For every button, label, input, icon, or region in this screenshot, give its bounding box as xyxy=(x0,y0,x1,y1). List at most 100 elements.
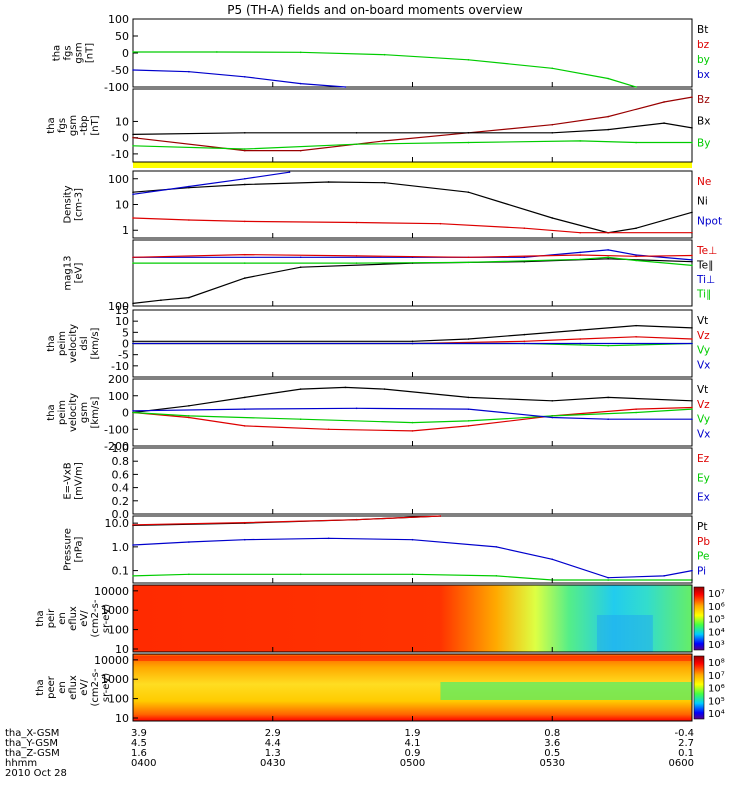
data-point xyxy=(607,576,609,579)
data-point xyxy=(635,227,637,230)
y-tick-label: 1.0 xyxy=(112,541,130,554)
data-point xyxy=(188,219,190,221)
data-point xyxy=(635,408,637,410)
panel-1: 100 50 0 -50 -100 tha fgs gsm [nT] Bt bz by bx xyxy=(52,13,710,94)
footer-cell: 2.7 xyxy=(678,738,694,749)
legend-label: Vz xyxy=(697,399,710,411)
series-line-Ti⊥ xyxy=(133,249,693,261)
footer-cell: 4.5 xyxy=(131,738,147,749)
data-point xyxy=(691,260,693,263)
data-point xyxy=(691,141,693,144)
data-point xyxy=(132,144,134,147)
footer-row-label: tha_X-GSM xyxy=(5,728,59,739)
panel-frame xyxy=(132,88,693,163)
y-axis-label: tha xyxy=(35,610,46,626)
y-axis-label: eV/ xyxy=(79,610,90,627)
footer-row-label: tha_Y-GSM xyxy=(5,738,58,749)
data-point xyxy=(188,405,190,407)
data-point xyxy=(635,411,637,414)
data-point xyxy=(411,430,414,432)
legend-label: Ey xyxy=(697,472,710,484)
data-point xyxy=(551,415,554,417)
footer-cell: 3.6 xyxy=(544,738,560,749)
y-axis-label: tha xyxy=(46,335,57,351)
data-point xyxy=(244,277,246,279)
legend-label: Vz xyxy=(697,330,710,342)
series-line-Vz xyxy=(133,336,693,345)
y-tick-label: 0.4 xyxy=(112,482,130,495)
data-point xyxy=(691,418,693,421)
data-point xyxy=(383,181,386,184)
footer-cell: 0.1 xyxy=(678,748,694,759)
series-line-Ne xyxy=(132,217,692,234)
data-point xyxy=(467,408,470,410)
series-line-By xyxy=(132,140,692,150)
y-tick-label: -100 xyxy=(104,81,129,94)
data-point xyxy=(132,191,134,194)
legend-label: Bt xyxy=(697,24,708,36)
y-tick-label: 0.2 xyxy=(112,495,130,508)
y-axis-label: sr-eV) xyxy=(101,604,112,633)
data-point xyxy=(244,220,246,223)
legend-label: Pb xyxy=(697,536,710,548)
series-line-Ti∥ xyxy=(133,256,693,266)
series-line-Ni xyxy=(132,181,693,234)
data-point xyxy=(551,67,554,70)
data-point xyxy=(188,416,190,419)
data-point xyxy=(579,231,581,234)
y-axis-label: Pressure xyxy=(63,528,74,571)
panel-7: 1.00.80.60.40.20.0 E=-VxB [mV/m] Ez Ey Ex xyxy=(63,442,710,521)
data-point xyxy=(355,407,358,410)
legend-label: Vt xyxy=(697,315,708,327)
data-point xyxy=(344,86,347,88)
y-tick-label: 0 xyxy=(122,407,129,420)
legend-label: Vy xyxy=(697,414,710,426)
data-point xyxy=(691,327,693,329)
y-axis-label: tha xyxy=(46,117,57,133)
data-point xyxy=(299,256,302,259)
legend-label: Pe xyxy=(697,551,709,563)
data-point xyxy=(411,340,414,343)
legend-label: Bz xyxy=(697,94,710,106)
y-tick-label: 100 xyxy=(108,13,129,26)
data-point xyxy=(635,255,637,258)
y-axis-label: [km/s] xyxy=(90,396,101,428)
footer-cell: 1.6 xyxy=(131,748,147,759)
footer-row-label: tha_Z-GSM xyxy=(5,748,60,759)
legend-label: Ez xyxy=(697,453,710,465)
legend-label: Vt xyxy=(697,384,708,396)
y-axis-label: mag13 xyxy=(63,256,74,291)
y-tick-label: -10 xyxy=(111,360,129,373)
y-tick-label: 15 xyxy=(115,304,129,317)
data-point xyxy=(188,186,190,189)
y-axis-label: (cm2-s- xyxy=(90,668,101,706)
data-point xyxy=(467,141,470,144)
colorbar-tick-label: 10⁷ xyxy=(708,671,725,682)
data-point xyxy=(244,425,246,427)
footer-cell: 2.9 xyxy=(265,728,281,739)
y-tick-label: 100 xyxy=(108,300,129,313)
data-point xyxy=(383,388,386,390)
legend-label: by xyxy=(697,54,710,66)
data-point xyxy=(635,336,637,338)
footer-cell: 0.5 xyxy=(544,748,560,759)
y-tick-label: 10000 xyxy=(94,654,129,667)
y-tick-label: 10000 xyxy=(94,585,129,598)
data-point xyxy=(355,132,358,134)
colorbar-tick-label: 10⁸ xyxy=(708,658,725,669)
data-point xyxy=(607,256,609,259)
data-point xyxy=(299,573,302,576)
data-point xyxy=(188,415,190,417)
data-point xyxy=(132,193,134,196)
data-point xyxy=(607,579,609,581)
data-point xyxy=(188,70,190,73)
footer-row-label: hhmm xyxy=(5,758,37,769)
data-point xyxy=(244,149,246,152)
legend-label: Vy xyxy=(697,345,710,357)
data-point xyxy=(188,296,190,299)
series-line-Vy xyxy=(132,408,693,424)
y-axis-label: [nT] xyxy=(90,115,101,135)
data-point xyxy=(523,340,526,343)
